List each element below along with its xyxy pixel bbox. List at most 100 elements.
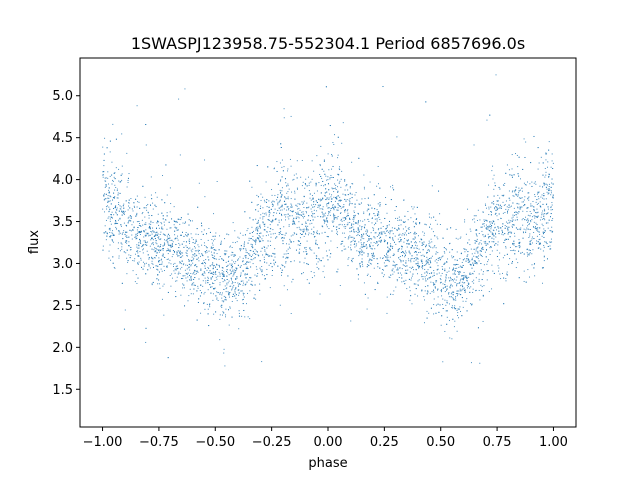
data-point [473,218,475,220]
data-point [383,231,385,233]
data-point [279,200,281,202]
data-point [142,249,144,251]
data-point [127,261,129,263]
data-point [390,243,392,245]
data-point [525,216,527,218]
data-point [138,232,140,234]
data-point [302,203,304,205]
data-point [392,294,394,296]
data-point [183,263,185,265]
data-point [145,273,147,275]
data-point [373,242,375,244]
data-point [523,228,525,230]
data-point [332,205,334,207]
data-point [537,192,539,194]
data-point [387,250,389,252]
data-point [222,301,224,303]
data-point [368,220,370,222]
data-point [350,244,352,246]
data-point [239,232,241,234]
data-point [294,233,296,235]
data-point [352,183,354,185]
data-point [292,221,294,223]
data-point [325,199,327,201]
data-point [415,222,417,224]
data-point [544,219,546,221]
data-point [376,220,378,222]
data-point [451,255,453,257]
data-point [474,260,476,262]
data-point [416,233,418,235]
data-point [425,101,427,103]
data-point [428,216,430,218]
data-point [126,242,128,244]
data-point [229,306,231,308]
data-point [224,296,226,298]
data-point [137,255,139,257]
data-point [213,257,215,259]
data-point [177,273,179,275]
data-point [190,220,191,222]
data-point [229,285,231,287]
data-point [552,183,554,185]
data-point [204,277,206,279]
data-point [163,283,165,285]
data-point [313,201,315,203]
data-point [515,211,517,213]
data-point [102,146,104,148]
data-point [233,272,235,274]
data-point [225,253,227,255]
data-point [103,195,105,197]
data-point [124,233,126,235]
data-point [464,248,466,250]
data-point [285,214,287,216]
data-point [495,232,496,234]
data-point [114,184,116,186]
data-point [193,271,195,273]
data-point [223,352,225,354]
data-point [273,168,275,170]
data-point [331,230,333,232]
data-point [478,289,480,291]
data-point [343,217,345,219]
data-point [349,186,351,188]
data-point [413,233,415,235]
data-point [110,259,112,261]
data-point [444,281,446,283]
data-point [338,224,340,226]
data-point [294,223,296,225]
data-point [385,197,387,199]
data-point [166,239,168,241]
data-point [318,268,320,270]
data-point [140,242,142,244]
data-point [318,199,320,201]
data-point [508,204,510,206]
data-point [413,283,415,285]
data-point [368,238,370,240]
data-point [191,284,193,286]
data-point [262,196,264,198]
data-point [285,232,287,234]
data-point [327,176,329,178]
data-point [351,183,353,185]
data-point [152,202,154,204]
data-point [456,309,458,311]
data-point [210,277,212,279]
data-point [191,251,193,253]
data-point [153,249,155,251]
data-point [258,255,260,257]
data-point [534,181,536,183]
data-point [483,241,485,243]
data-point [346,210,348,212]
data-point [378,233,380,235]
data-point [547,208,549,210]
data-point [405,262,407,264]
data-point [381,233,383,235]
data-point [430,262,432,264]
data-point [415,241,417,243]
data-point [250,266,252,268]
data-point [345,248,347,250]
data-point [272,215,274,217]
data-point [424,286,426,288]
data-point [253,252,255,254]
